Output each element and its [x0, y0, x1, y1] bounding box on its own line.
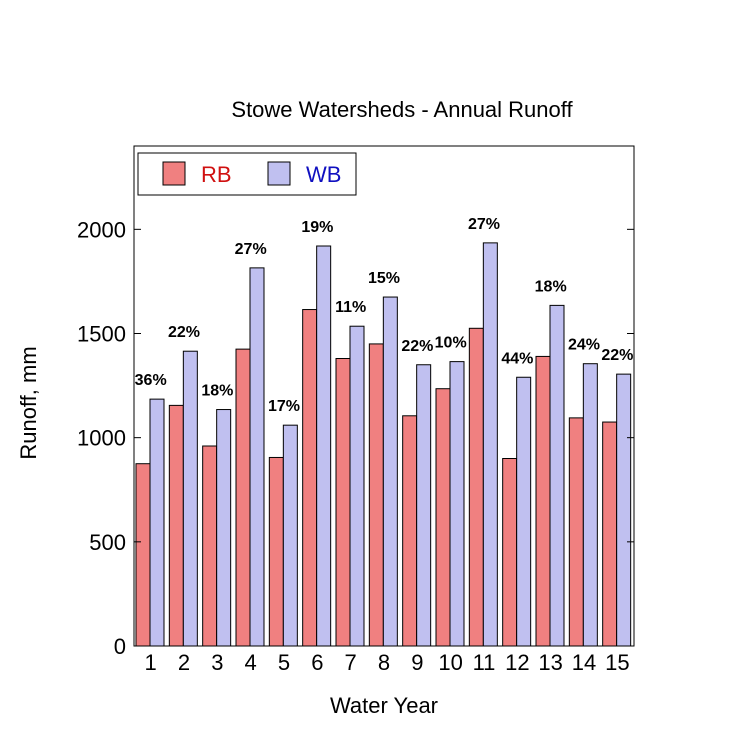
legend-label-rb: RB — [201, 162, 232, 187]
x-axis-label: Water Year — [330, 693, 438, 718]
legend-swatch-rb — [162, 161, 186, 186]
legend: RB WB — [137, 152, 357, 196]
percent-annotation: 17% — [268, 398, 300, 415]
bar-wb-1 — [149, 398, 165, 647]
percent-annotation: 10% — [435, 335, 467, 352]
x-tick-label: 15 — [605, 650, 629, 675]
percent-annotation: 19% — [301, 219, 333, 236]
percent-annotation: 11% — [335, 299, 366, 316]
bar-rb-14 — [568, 417, 584, 647]
percent-annotation: 18% — [535, 278, 567, 295]
bar-rb-11 — [468, 327, 484, 647]
percent-annotation: 22% — [401, 338, 433, 355]
y-tick-label: 500 — [89, 530, 126, 555]
y-axis-label: Runoff, mm — [16, 346, 41, 459]
bar-wb-10 — [449, 361, 465, 647]
y-tick-label: 0 — [114, 634, 126, 659]
bar-rb-9 — [402, 415, 418, 647]
x-tick-label: 8 — [378, 650, 390, 675]
plot-frame — [133, 145, 635, 647]
chart-title: Stowe Watersheds - Annual Runoff — [231, 97, 573, 122]
bar-rb-1 — [135, 463, 151, 647]
bar-rb-3 — [202, 445, 218, 647]
percent-annotation: 24% — [568, 337, 600, 354]
bar-rb-15 — [602, 421, 618, 647]
bar-rb-12 — [502, 458, 518, 647]
y-tick-label: 2000 — [77, 217, 126, 242]
x-tick-label: 11 — [473, 650, 496, 675]
x-tick-label: 6 — [311, 650, 323, 675]
bar-rb-4 — [235, 348, 251, 647]
bar-rb-13 — [535, 355, 551, 647]
x-tick-label: 3 — [211, 650, 223, 675]
bar-wb-6 — [316, 245, 332, 647]
x-tick-label: 12 — [505, 650, 529, 675]
bar-wb-4 — [249, 267, 265, 647]
x-tick-label: 7 — [345, 650, 357, 675]
bar-rb-6 — [302, 309, 318, 647]
x-tick-label: 2 — [178, 650, 190, 675]
bar-wb-7 — [349, 325, 365, 647]
percent-annotation: 27% — [235, 241, 267, 258]
percent-annotation: 18% — [201, 383, 233, 400]
y-tick-label: 1000 — [77, 426, 126, 451]
percent-annotation: 36% — [135, 372, 167, 389]
bar-wb-9 — [416, 364, 432, 647]
bar-wb-12 — [516, 376, 532, 647]
x-tick-label: 5 — [278, 650, 290, 675]
bar-wb-2 — [182, 350, 198, 647]
x-tick-label: 10 — [438, 650, 462, 675]
bar-wb-15 — [616, 373, 632, 647]
bar-wb-13 — [549, 304, 565, 647]
x-tick-label: 1 — [145, 650, 157, 675]
percent-annotation: 22% — [168, 324, 200, 341]
bar-rb-7 — [335, 358, 351, 647]
x-tick-label: 9 — [411, 650, 423, 675]
bar-wb-3 — [216, 409, 232, 647]
legend-swatch-wb — [267, 161, 291, 186]
bar-wb-5 — [282, 424, 298, 647]
bar-wb-8 — [382, 296, 398, 647]
percent-annotation: 22% — [601, 347, 633, 364]
percent-annotation: 44% — [501, 350, 533, 367]
x-tick-label: 14 — [572, 650, 596, 675]
bar-rb-10 — [435, 388, 451, 647]
legend-label-wb: WB — [306, 162, 341, 187]
bar-rb-2 — [168, 404, 184, 647]
x-tick-label: 13 — [538, 650, 562, 675]
bar-wb-14 — [582, 363, 598, 647]
bar-wb-11 — [482, 242, 498, 647]
y-tick-label: 1500 — [77, 322, 126, 347]
bar-rb-5 — [268, 456, 284, 647]
x-tick-label: 4 — [245, 650, 257, 675]
percent-annotation: 15% — [368, 270, 400, 287]
percent-annotation: 27% — [468, 216, 500, 233]
bar-rb-8 — [368, 343, 384, 647]
